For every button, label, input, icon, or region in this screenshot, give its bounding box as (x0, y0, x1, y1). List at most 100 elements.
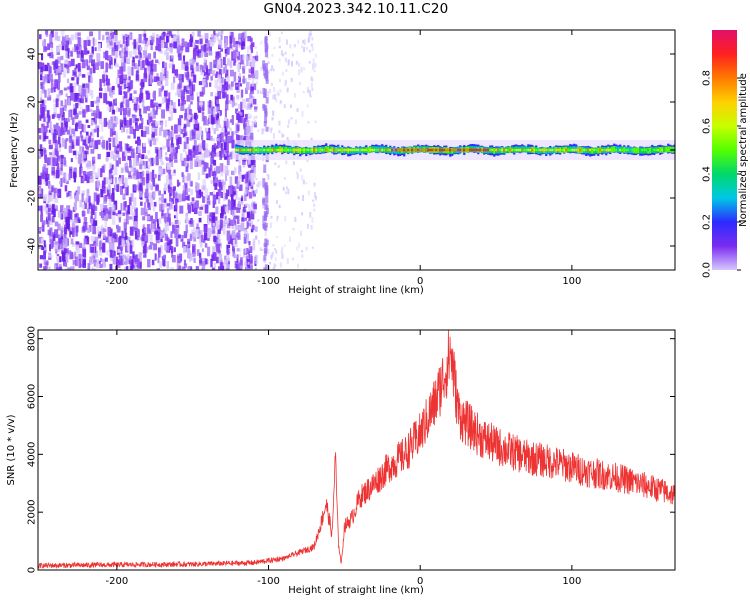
noise-cell (168, 217, 171, 226)
noise-cell (142, 50, 147, 58)
band-cell-core (663, 148, 666, 152)
noise-cell (182, 149, 186, 153)
noise-cell-faint (254, 46, 257, 49)
noise-cell (125, 129, 129, 134)
noise-cell (154, 128, 158, 136)
noise-cell (85, 88, 89, 98)
band-cell-core (517, 148, 520, 152)
noise-cell-faint (252, 58, 255, 62)
noise-cell (169, 31, 172, 37)
noise-cell (188, 149, 192, 156)
band-cell-core (461, 148, 464, 152)
noise-cell (47, 220, 50, 226)
noise-cell (105, 140, 108, 151)
noise-cell (187, 241, 191, 249)
noise-cell (231, 102, 235, 108)
noise-cell-faint (260, 40, 263, 45)
noise-cell (207, 237, 210, 241)
noise-cell (109, 169, 113, 174)
noise-cell (129, 93, 133, 100)
noise-cell (77, 97, 80, 102)
noise-cell (58, 44, 62, 50)
noise-cell (71, 117, 75, 125)
noise-cell (111, 48, 116, 56)
noise-cell-faint (302, 195, 304, 201)
noise-cell (120, 84, 124, 90)
noise-cell (182, 161, 186, 167)
band-cell-core (629, 148, 632, 152)
noise-cell (236, 111, 240, 121)
noise-cell (128, 205, 133, 215)
noise-cell (103, 208, 106, 216)
noise-cell (167, 185, 171, 193)
noise-cell (70, 34, 75, 41)
noise-cell (242, 174, 246, 179)
noise-cell (38, 175, 42, 185)
noise-cell (214, 114, 219, 124)
noise-cell (143, 161, 147, 169)
band-cell-core (393, 148, 396, 152)
noise-cell (144, 67, 147, 78)
noise-cell-faint (289, 236, 291, 243)
colorbar: 0.00.20.40.60.8 Normalized spectral ampl… (702, 30, 749, 278)
noise-cell (94, 39, 97, 46)
noise-cell (120, 101, 124, 108)
noise-cell (104, 214, 109, 221)
noise-cell (171, 34, 174, 38)
noise-cell (189, 159, 193, 170)
noise-cell-faint (282, 53, 285, 57)
noise-cell (201, 153, 205, 159)
noise-cell (183, 263, 188, 268)
noise-cell (229, 41, 232, 49)
noise-cell (70, 238, 74, 245)
noise-cell (207, 246, 211, 257)
noise-cell (147, 165, 150, 170)
noise-cell (103, 196, 107, 204)
noise-cell (226, 151, 229, 158)
noise-cell (166, 98, 170, 109)
noise-cell (178, 125, 182, 133)
noise-cell-faint (237, 67, 240, 73)
noise-cell (227, 99, 232, 104)
noise-cell-faint (282, 71, 284, 76)
noise-cell (76, 192, 79, 202)
noise-cell (62, 36, 66, 46)
band-cell-core (323, 148, 326, 152)
noise-cell (46, 203, 49, 208)
noise-cell (43, 167, 48, 172)
noise-cell-faint (284, 216, 287, 222)
noise-cell (177, 83, 181, 89)
noise-cell (224, 108, 227, 118)
noise-cell-faint (287, 188, 290, 195)
noise-column-cell (264, 264, 268, 270)
noise-cell (190, 181, 193, 187)
noise-cell (169, 48, 173, 53)
noise-cell (219, 143, 223, 149)
noise-cell (83, 153, 87, 159)
band-cell-core (495, 148, 498, 152)
noise-cell-faint (308, 61, 311, 64)
colorbar-scale (712, 30, 737, 270)
noise-cell (73, 167, 77, 178)
noise-cell (71, 77, 75, 81)
noise-cell (174, 124, 178, 134)
noise-cell-faint (274, 162, 277, 166)
noise-cell (139, 87, 143, 98)
noise-cell (39, 144, 43, 155)
noise-cell (66, 66, 70, 74)
noise-cell (47, 53, 51, 57)
noise-cell-faint (285, 191, 288, 194)
noise-cell (151, 122, 155, 127)
noise-cell (136, 169, 139, 179)
noise-cell (170, 231, 173, 239)
noise-cell-faint (257, 181, 260, 188)
noise-cell (191, 68, 194, 74)
noise-cell (249, 265, 253, 270)
noise-cell (141, 234, 145, 242)
noise-cell-faint (273, 182, 276, 186)
noise-cell (118, 255, 123, 266)
noise-cell (114, 98, 117, 104)
band-cell-core (307, 148, 310, 152)
noise-cell (107, 35, 112, 42)
noise-cell (56, 255, 60, 265)
